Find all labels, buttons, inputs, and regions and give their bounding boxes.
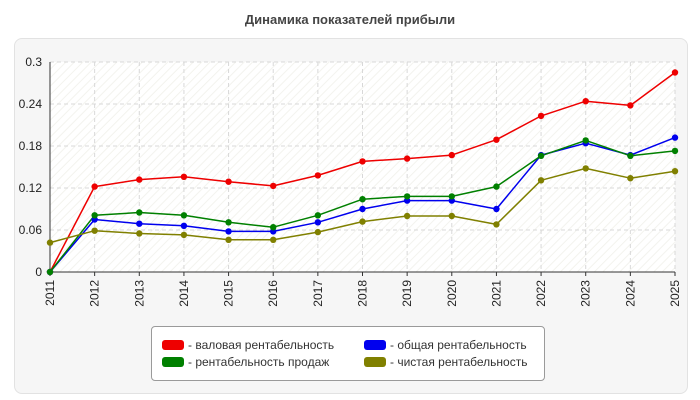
legend-item: - валовая рентабельность: [162, 337, 334, 353]
x-tick-label: 2024: [623, 280, 637, 307]
data-point-net: [91, 227, 98, 234]
x-tick-label: 2011: [43, 280, 57, 306]
data-point-gross: [91, 183, 98, 190]
data-point-gross: [582, 98, 589, 105]
data-point-sales: [403, 193, 411, 200]
x-tick-label: 2013: [132, 280, 146, 307]
data-point-net: [46, 239, 54, 246]
legend-label: - общая рентабельность: [390, 338, 527, 352]
x-tick-label: 2021: [489, 280, 503, 307]
data-point-net: [314, 228, 322, 236]
legend-swatch-gross: [162, 340, 184, 350]
data-point-total: [493, 205, 500, 213]
x-tick-label: 2022: [534, 280, 548, 307]
data-point-total: [359, 205, 366, 213]
data-point-net: [671, 168, 679, 175]
data-point-sales: [225, 219, 232, 226]
x-tick-label: 2015: [222, 280, 236, 307]
data-point-sales: [671, 147, 679, 155]
x-tick-label: 2017: [311, 280, 325, 307]
data-point-sales: [91, 212, 98, 219]
data-point-gross: [537, 112, 545, 120]
data-point-gross: [270, 182, 277, 190]
data-point-net: [270, 236, 277, 243]
x-tick-label: 2020: [445, 280, 459, 307]
data-point-sales: [270, 224, 277, 231]
data-point-gross: [403, 155, 411, 162]
y-tick-label: 0.12: [19, 181, 43, 195]
y-tick-label: 0.24: [19, 97, 43, 111]
data-point-net: [493, 221, 500, 228]
data-point-gross: [627, 102, 634, 109]
legend-label: - рентабельность продаж: [188, 355, 330, 369]
legend-swatch-net: [364, 357, 386, 367]
data-point-gross: [493, 136, 500, 143]
y-tick-label: 0: [35, 265, 42, 279]
data-point-gross: [671, 69, 679, 76]
data-point-net: [136, 230, 143, 237]
data-point-total: [136, 220, 143, 227]
data-point-sales: [314, 212, 322, 219]
data-point-sales: [448, 193, 455, 200]
data-point-net: [225, 236, 232, 243]
data-point-gross: [448, 151, 455, 159]
data-point-gross: [136, 176, 143, 183]
data-point-total: [314, 219, 322, 226]
data-point-gross: [314, 172, 322, 179]
data-point-total: [180, 222, 188, 229]
legend-item: - рентабельность продаж: [162, 354, 329, 370]
x-tick-label: 2025: [668, 280, 682, 307]
data-point-net: [582, 165, 589, 172]
y-tick-label: 0.18: [19, 139, 43, 153]
x-tick-label: 2018: [356, 280, 370, 307]
data-point-sales: [493, 183, 500, 190]
data-point-net: [627, 175, 634, 182]
data-point-total: [225, 228, 232, 235]
chart-title: Динамика показателей прибыли: [244, 12, 456, 27]
data-point-sales: [627, 152, 634, 159]
x-tick-label: 2019: [400, 280, 414, 307]
data-point-net: [180, 231, 188, 239]
x-tick-label: 2014: [177, 280, 191, 307]
data-point-net: [448, 212, 455, 220]
data-point-net: [537, 177, 545, 184]
legend-item: - чистая рентабельность: [364, 354, 527, 370]
legend-label: - валовая рентабельность: [188, 338, 335, 352]
x-tick-label: 2012: [88, 280, 102, 307]
data-point-total: [671, 134, 679, 141]
y-tick-label: 0.3: [25, 55, 42, 69]
data-point-gross: [359, 158, 366, 165]
data-point-gross: [180, 173, 188, 180]
data-point-net: [359, 218, 366, 225]
data-point-sales: [537, 152, 545, 159]
data-point-gross: [225, 178, 232, 185]
data-point-net: [403, 212, 411, 220]
legend-swatch-total: [364, 340, 386, 350]
data-point-sales: [359, 196, 366, 203]
x-tick-label: 2016: [266, 280, 280, 307]
data-point-sales: [180, 212, 188, 219]
data-point-sales: [46, 268, 54, 276]
x-tick-label: 2023: [579, 280, 593, 307]
data-point-sales: [582, 137, 589, 144]
data-point-sales: [136, 209, 143, 216]
legend-swatch-sales: [162, 357, 184, 367]
legend: - валовая рентабельность - общая рентабе…: [151, 326, 545, 381]
legend-label: - чистая рентабельность: [390, 355, 528, 369]
y-tick-label: 0.06: [19, 223, 43, 237]
legend-item: - общая рентабельность: [364, 337, 527, 353]
